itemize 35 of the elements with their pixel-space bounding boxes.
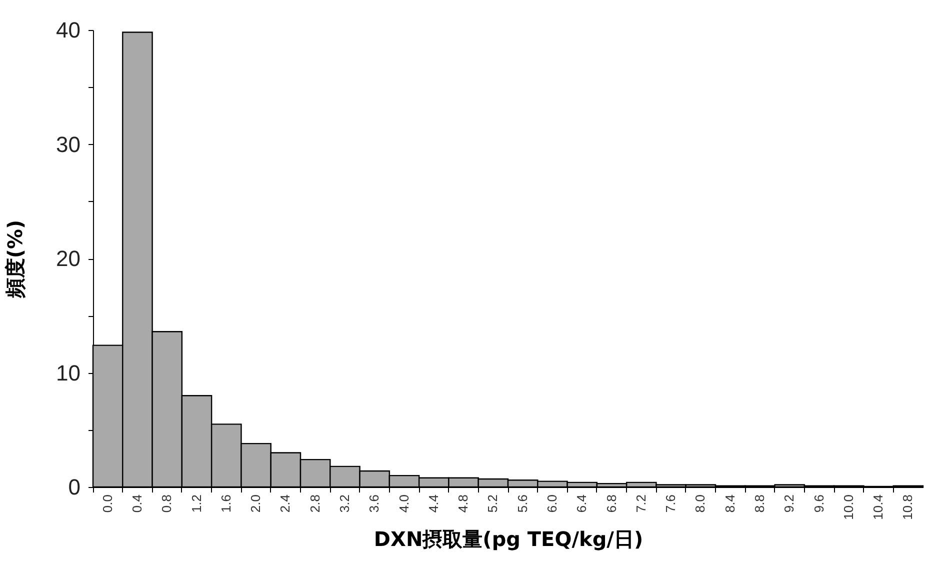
y-axis-title: 頻度(%) [3,220,28,300]
y-tick-label: 40 [56,18,80,42]
x-tick-label: 3.2 [336,494,352,513]
y-tick-label: 20 [56,246,80,271]
x-tick-label: 8.4 [722,494,738,513]
x-tick-label: 4.0 [396,494,412,513]
x-tick-label: 9.6 [811,494,826,513]
x-tick-label: 2.0 [248,494,264,513]
x-tick-label: 1.6 [218,494,234,513]
x-tick-label: 4.4 [426,494,441,513]
x-tick-label: 1.2 [188,494,204,513]
x-tick-label: 9.2 [782,494,797,513]
x-axis-title: DXN摂取量(pg TEQ/kg/日) [374,526,644,551]
x-tick-label: 8.0 [692,494,708,513]
x-tick-label: 2.4 [278,494,293,513]
x-tick-label: 8.8 [752,494,767,513]
x-tick-label: 5.2 [485,494,500,513]
x-tick-label: 0.0 [100,494,115,513]
x-tick-label: 0.4 [129,494,144,513]
x-tick-label: 6.0 [544,494,560,513]
x-tick-label: 6.4 [574,494,590,513]
x-tick-label: 7.6 [663,494,678,513]
x-tick-label: 10.4 [870,494,886,520]
x-tick-label: 10.8 [900,494,916,520]
y-tick-label: 0 [68,474,80,500]
x-tick-label: 2.8 [307,494,322,513]
x-tick-label: 6.8 [604,494,619,513]
y-tick-label: 10 [56,360,80,386]
y-tick-label: 30 [56,132,80,157]
x-tick-label: 0.8 [159,494,174,513]
x-tick-label: 7.2 [633,494,648,513]
x-tick-label: 10.0 [840,494,856,520]
x-tick-label: 3.6 [366,494,382,513]
x-tick-label: 5.6 [514,494,530,513]
x-tick-label: 4.8 [456,494,471,513]
